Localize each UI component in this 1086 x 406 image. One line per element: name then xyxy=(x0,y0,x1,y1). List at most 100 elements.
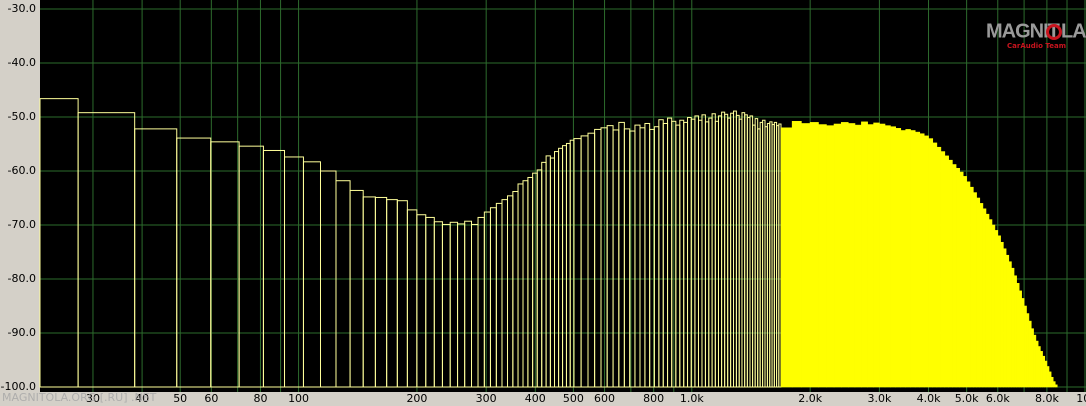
bar xyxy=(905,129,911,388)
bar xyxy=(944,155,949,388)
bar xyxy=(919,133,925,388)
bar xyxy=(1048,371,1052,388)
logo-left: MAGNIT xyxy=(986,20,1060,42)
y-tick-label: -30.0 xyxy=(8,2,36,15)
y-tick-label: -70.0 xyxy=(8,218,36,231)
y-tick-label: -90.0 xyxy=(8,326,36,339)
bar xyxy=(991,224,996,388)
bar xyxy=(791,121,802,388)
x-tick-label: 800 xyxy=(643,392,664,405)
bar xyxy=(936,146,942,388)
bar xyxy=(861,121,868,388)
x-tick-label: 6.0k xyxy=(986,392,1010,405)
bar xyxy=(962,176,967,388)
bar xyxy=(973,192,977,388)
bar xyxy=(1030,328,1034,388)
y-tick-label: -40.0 xyxy=(8,56,36,69)
bar xyxy=(959,171,964,388)
x-tick-label: 400 xyxy=(525,392,546,405)
bar xyxy=(932,142,938,388)
bar xyxy=(1005,254,1010,388)
x-tick-label: 10. xyxy=(1076,392,1086,405)
bar xyxy=(952,164,957,388)
logo: MAGNIT LA CarAudio Team xyxy=(986,20,1086,50)
bar xyxy=(900,130,907,388)
x-tick-label: 60 xyxy=(204,392,218,405)
bar xyxy=(867,124,874,388)
bar xyxy=(840,122,849,388)
bar xyxy=(884,125,891,388)
bar xyxy=(923,135,929,388)
bar xyxy=(1000,241,1004,388)
bar xyxy=(1054,384,1058,388)
bar xyxy=(895,128,902,388)
bar xyxy=(833,123,842,388)
bar xyxy=(854,124,862,388)
bar xyxy=(809,122,819,388)
watermark: MAGNITOLA.ORG [.RU] .NET xyxy=(2,391,157,404)
bar xyxy=(1013,275,1017,388)
bar xyxy=(997,235,1001,388)
x-tick-label: 40 xyxy=(135,392,149,405)
bar xyxy=(890,126,896,388)
bar xyxy=(780,127,793,388)
logo-ring xyxy=(1046,24,1062,40)
x-tick-label: 300 xyxy=(476,392,497,405)
bar xyxy=(818,124,827,388)
y-tick-label: -100.0 xyxy=(1,380,36,393)
bar xyxy=(976,197,981,388)
bar xyxy=(1028,320,1032,388)
bar xyxy=(928,138,934,388)
x-tick-label: 500 xyxy=(563,392,584,405)
x-tick-label: 3.0k xyxy=(867,392,891,405)
x-tick-label: 200 xyxy=(406,392,427,405)
spectrum xyxy=(39,98,1058,388)
bar xyxy=(1037,346,1041,388)
bar xyxy=(1011,267,1015,388)
bar xyxy=(966,181,971,388)
bar xyxy=(1021,298,1025,388)
bar xyxy=(1050,376,1054,388)
bar xyxy=(1046,366,1050,388)
logo-sub: CarAudio Team xyxy=(1007,42,1066,50)
bar xyxy=(969,186,974,388)
bar xyxy=(1023,305,1027,388)
bar xyxy=(940,151,946,388)
bar xyxy=(1033,334,1037,388)
y-tick-label: -50.0 xyxy=(8,110,36,123)
bar xyxy=(1035,340,1039,388)
x-tick-label: 2.0k xyxy=(798,392,822,405)
bar xyxy=(847,123,856,388)
x-tick-label: 8.0k xyxy=(1035,392,1059,405)
y-tick-label: -60.0 xyxy=(8,164,36,177)
bar xyxy=(1052,381,1056,388)
x-tick-label: 50 xyxy=(173,392,187,405)
bar xyxy=(801,123,811,388)
bar xyxy=(910,130,916,388)
bar xyxy=(1018,290,1022,388)
bar xyxy=(948,159,953,388)
x-tick-label: 80 xyxy=(253,392,267,405)
bar xyxy=(1042,355,1046,388)
x-tick-label: 100 xyxy=(288,392,309,405)
y-tick-label: -80.0 xyxy=(8,272,36,285)
x-tick-label: 600 xyxy=(594,392,615,405)
bar xyxy=(1040,351,1043,388)
bar xyxy=(979,203,984,388)
bar xyxy=(985,213,990,388)
logo-right: LA xyxy=(1061,20,1086,42)
bar xyxy=(1026,313,1030,388)
bar xyxy=(914,131,921,388)
bar xyxy=(879,123,886,388)
bar xyxy=(955,168,960,388)
bar xyxy=(988,219,993,388)
x-tick-label: 5.0k xyxy=(955,392,979,405)
bar xyxy=(1016,283,1020,388)
x-tick-label: 30 xyxy=(86,392,100,405)
bar xyxy=(1044,360,1048,388)
x-tick-label: 4.0k xyxy=(917,392,941,405)
bar xyxy=(873,122,880,388)
